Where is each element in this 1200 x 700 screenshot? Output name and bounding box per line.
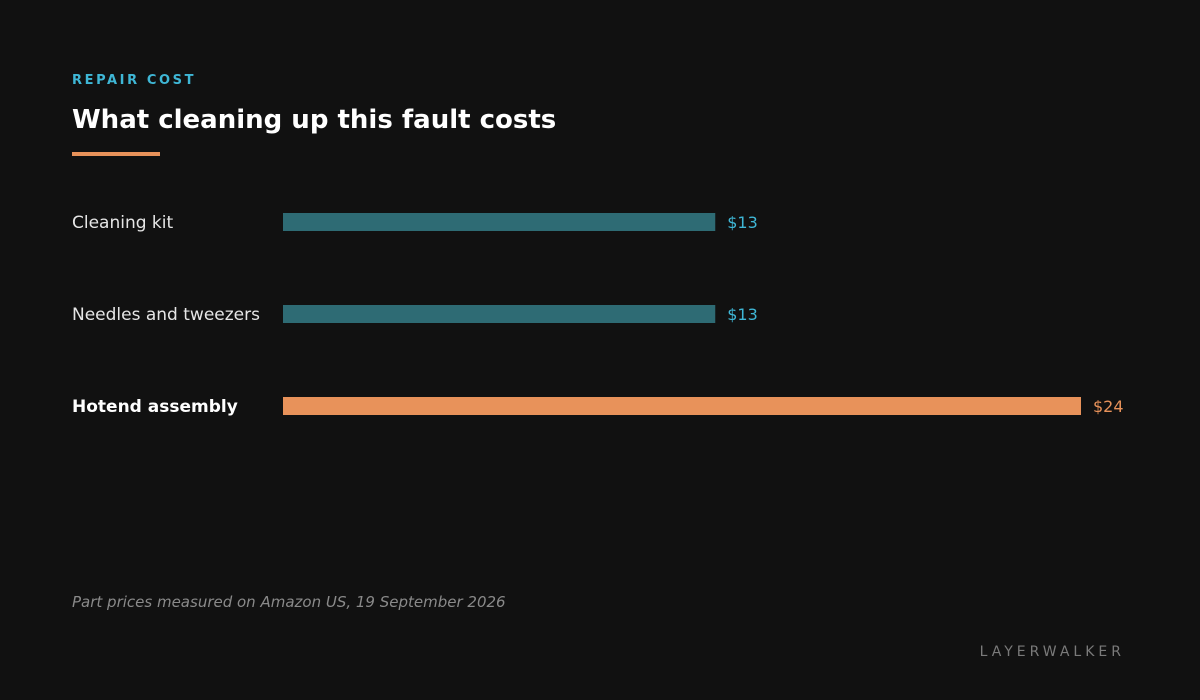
chart-title: What cleaning up this fault costs <box>72 105 557 135</box>
category-label: Needles and tweezers <box>72 305 260 325</box>
title-underline <box>72 152 160 156</box>
value-label: $24 <box>1093 397 1124 416</box>
brand-wordmark: LAYERWALKER <box>979 644 1125 660</box>
value-label: $13 <box>727 213 758 232</box>
value-label: $13 <box>727 305 758 324</box>
source-footnote: Part prices measured on Amazon US, 19 Se… <box>72 593 506 611</box>
category-label: Cleaning kit <box>72 213 174 233</box>
eyebrow-label: REPAIR COST <box>72 73 197 88</box>
bar <box>283 397 1081 415</box>
bar <box>283 305 716 323</box>
category-label: Hotend assembly <box>72 397 238 417</box>
bar <box>283 213 716 231</box>
